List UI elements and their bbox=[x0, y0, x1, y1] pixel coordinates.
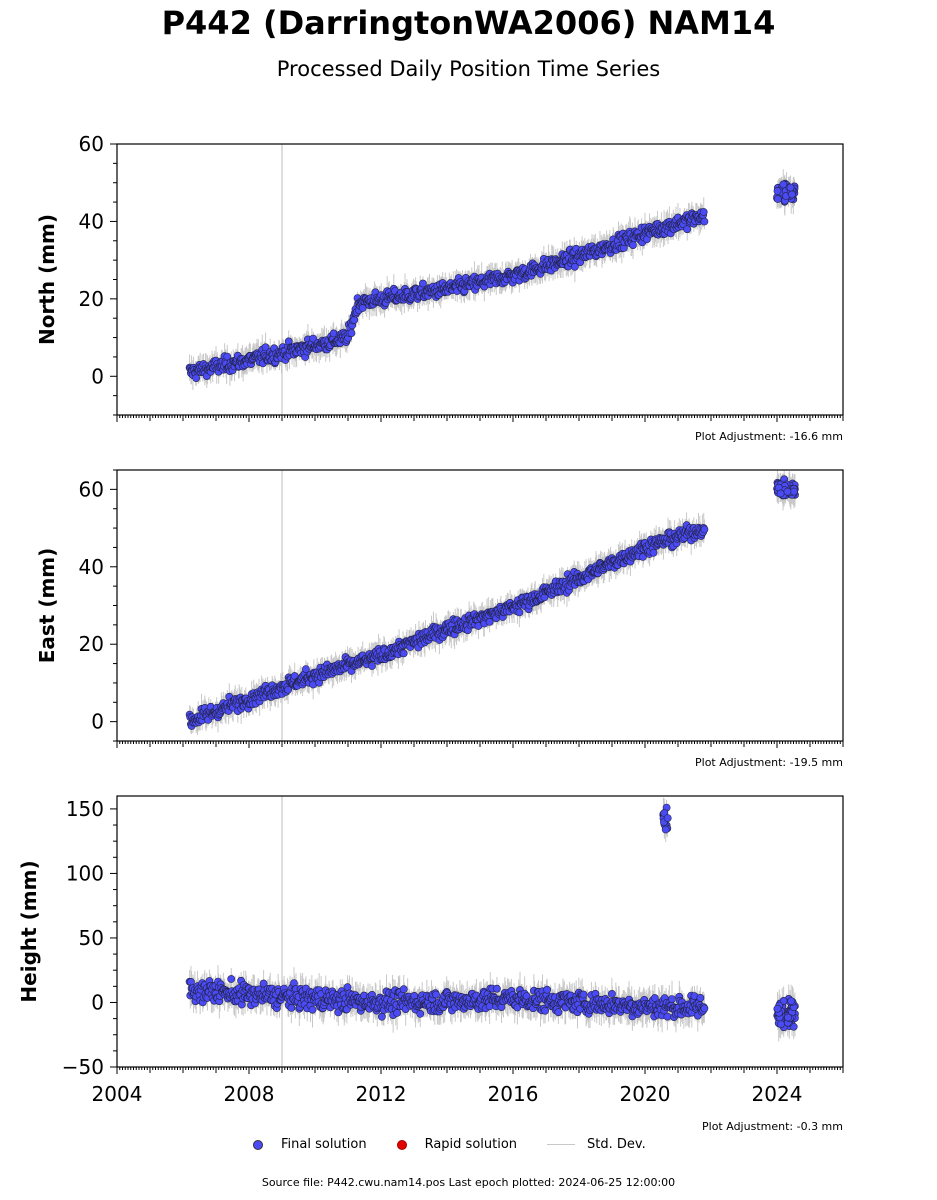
data-point bbox=[347, 329, 356, 337]
data-point bbox=[649, 548, 658, 557]
data-point bbox=[779, 180, 788, 189]
data-point bbox=[261, 343, 270, 352]
data-point bbox=[368, 662, 376, 670]
y-tick-label: 40 bbox=[79, 555, 104, 579]
data-point bbox=[700, 217, 709, 226]
data-layer bbox=[185, 144, 799, 415]
y-tick-label: 20 bbox=[79, 632, 104, 656]
y-tick-label: 60 bbox=[79, 132, 104, 156]
data-point bbox=[223, 352, 232, 361]
chart-subtitle: Processed Daily Position Time Series bbox=[276, 57, 661, 81]
data-point bbox=[629, 241, 637, 249]
plot-adjustment: Plot Adjustment: -19.5 mm bbox=[695, 756, 843, 769]
data-point bbox=[783, 487, 792, 496]
y-tick-label: 0 bbox=[91, 364, 104, 388]
data-point bbox=[515, 608, 524, 617]
y-axis-label: North (mm) bbox=[35, 214, 59, 345]
y-tick-label: 20 bbox=[79, 287, 104, 311]
plot-adjustment: Plot Adjustment: -16.6 mm bbox=[695, 430, 843, 443]
data-point bbox=[699, 208, 708, 216]
data-point bbox=[776, 489, 785, 498]
data-point bbox=[700, 525, 709, 534]
data-point bbox=[418, 279, 427, 288]
data-layer bbox=[185, 796, 799, 1067]
y-tick-label: 0 bbox=[91, 710, 104, 734]
y-tick-label: 40 bbox=[79, 209, 104, 233]
data-point bbox=[773, 187, 782, 195]
data-point bbox=[301, 665, 310, 673]
data-point bbox=[284, 685, 292, 694]
data-layer bbox=[185, 470, 799, 741]
panel-north: 0 20 40 60 North (mm) Plot Adjustment: -16.6 … bbox=[35, 132, 844, 443]
data-point bbox=[358, 304, 367, 312]
panel-east: 0 20 40 60 East (mm) Plot Adjustment: -19.5 m… bbox=[35, 469, 844, 769]
y-tick-label: 60 bbox=[79, 477, 104, 501]
data-point bbox=[788, 190, 796, 199]
data-point bbox=[790, 487, 798, 496]
data-point bbox=[773, 195, 782, 203]
data-point bbox=[485, 618, 494, 626]
data-point bbox=[227, 975, 236, 983]
data-point bbox=[192, 374, 201, 382]
data-point bbox=[399, 649, 408, 658]
chart-title: P442 (DarringtonWA2006) NAM14 bbox=[161, 4, 776, 42]
y-axis-label: East (mm) bbox=[35, 548, 59, 664]
data-point bbox=[786, 183, 795, 192]
